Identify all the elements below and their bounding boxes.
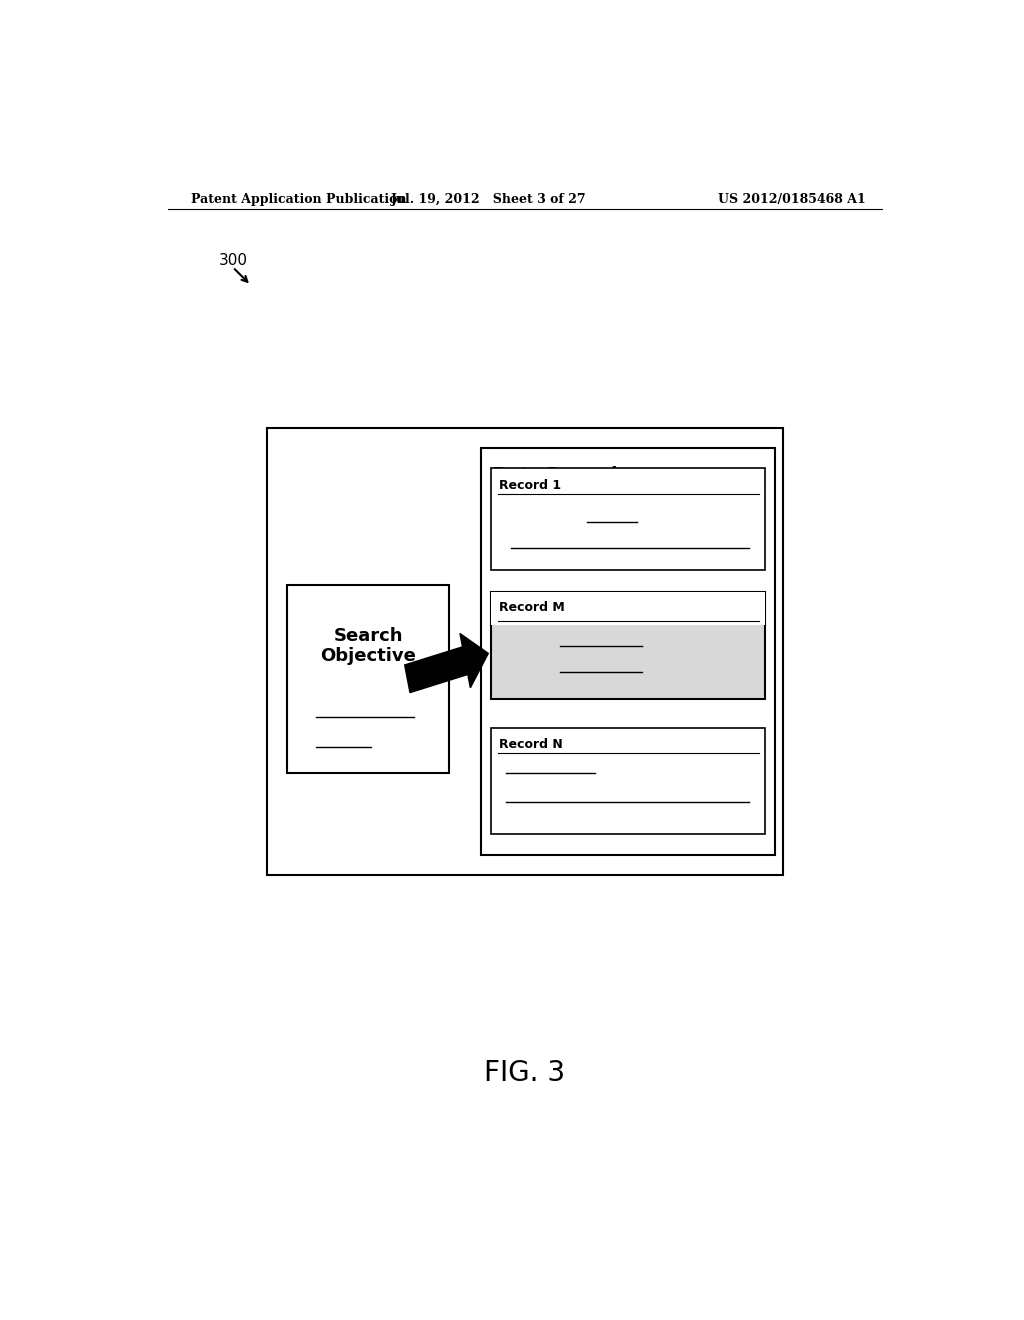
Text: US 2012/0185468 A1: US 2012/0185468 A1	[718, 193, 866, 206]
Text: Patent Application Publication: Patent Application Publication	[191, 193, 407, 206]
Bar	[492, 593, 765, 700]
Text: Record M: Record M	[500, 601, 565, 614]
Text: 300: 300	[219, 252, 248, 268]
Text: Record 1: Record 1	[500, 479, 561, 491]
Bar	[492, 593, 765, 624]
Bar	[287, 585, 450, 774]
Text: Data Records: Data Records	[494, 466, 628, 484]
Text: FIG. 3: FIG. 3	[484, 1059, 565, 1088]
Bar	[481, 447, 775, 854]
Text: Record N: Record N	[500, 738, 563, 751]
FancyArrow shape	[404, 634, 488, 693]
Text: Search
Objective: Search Objective	[321, 627, 416, 665]
Bar	[492, 727, 765, 834]
Bar	[492, 469, 765, 570]
Text: Jul. 19, 2012   Sheet 3 of 27: Jul. 19, 2012 Sheet 3 of 27	[391, 193, 587, 206]
Bar	[267, 428, 782, 875]
